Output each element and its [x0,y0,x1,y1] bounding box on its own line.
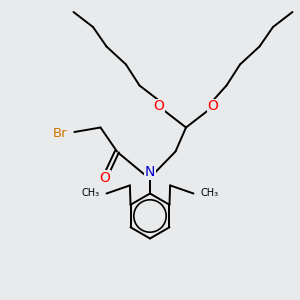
Text: O: O [100,171,110,184]
Text: CH₃: CH₃ [82,188,100,199]
Text: N: N [145,166,155,179]
Text: CH₃: CH₃ [200,188,218,199]
Text: O: O [154,100,164,113]
Text: O: O [208,100,218,113]
Text: Br: Br [53,127,68,140]
